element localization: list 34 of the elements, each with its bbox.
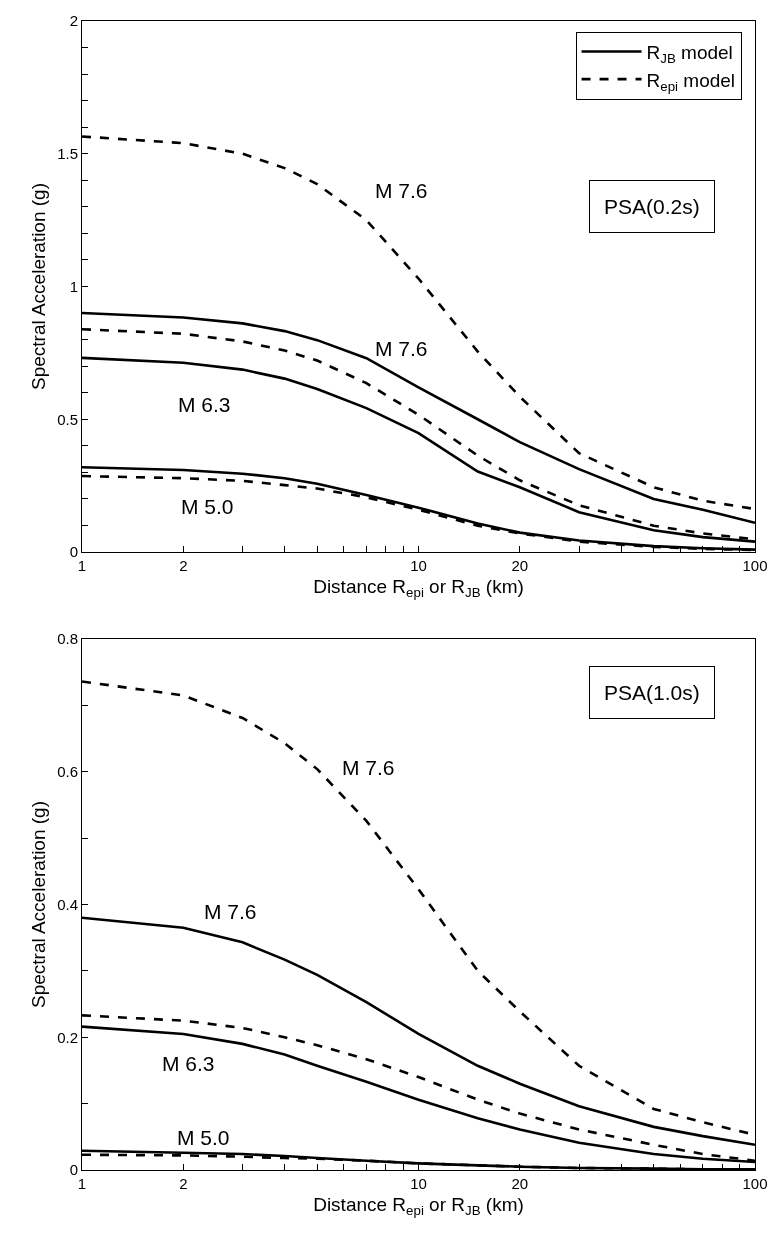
y-tick-label: 0.6	[57, 763, 78, 780]
x-tick-label: 10	[410, 1175, 427, 1192]
y-tick-label: 0	[69, 543, 78, 561]
annotation: M 7.6	[204, 900, 257, 923]
x-tick-label: 10	[410, 557, 427, 574]
y-tick-label: 0.5	[57, 410, 78, 428]
y-tick-label: 1	[69, 277, 78, 295]
y-axis-title: Spectral Acceleration (g)	[27, 801, 49, 1008]
y-tick-label: 2	[69, 12, 78, 30]
legend-label: R$_{epi}$ model	[646, 69, 736, 94]
x-tick-label: 20	[511, 557, 529, 574]
annotation: M 6.3	[162, 1052, 215, 1075]
x-tick-label: 100	[742, 557, 768, 574]
annotation: PSA(1.0s)	[604, 681, 700, 704]
annotation: PSA(0.2s)	[604, 195, 700, 218]
annotation: M 7.6	[375, 337, 428, 360]
x-axis-title: Distance R$_{epi}$ or R$_{JB}$ (km)	[313, 1193, 524, 1218]
x-tick-label: 100	[742, 1175, 768, 1192]
annotation: M 7.6	[342, 756, 395, 779]
y-tick-label: 0	[69, 1161, 78, 1179]
x-axis-title: Distance R$_{epi}$ or R$_{JB}$ (km)	[313, 575, 524, 600]
legend-label: R$_{JB}$ model	[646, 41, 733, 66]
y-tick-label: 0.8	[57, 630, 78, 648]
y-axis-title: Spectral Acceleration (g)	[27, 183, 49, 390]
x-tick-label: 2	[179, 1175, 188, 1192]
annotation: M 5.0	[181, 495, 234, 518]
x-tick-label: 2	[179, 557, 188, 574]
y-tick-label: 0.4	[57, 895, 78, 913]
y-tick-label: 0.2	[57, 1028, 78, 1046]
annotation: M 7.6	[375, 179, 428, 202]
annotation: M 5.0	[177, 1126, 230, 1149]
y-tick-label: 1.5	[57, 145, 78, 162]
annotation: M 6.3	[178, 393, 231, 416]
x-tick-label: 20	[511, 1175, 529, 1192]
